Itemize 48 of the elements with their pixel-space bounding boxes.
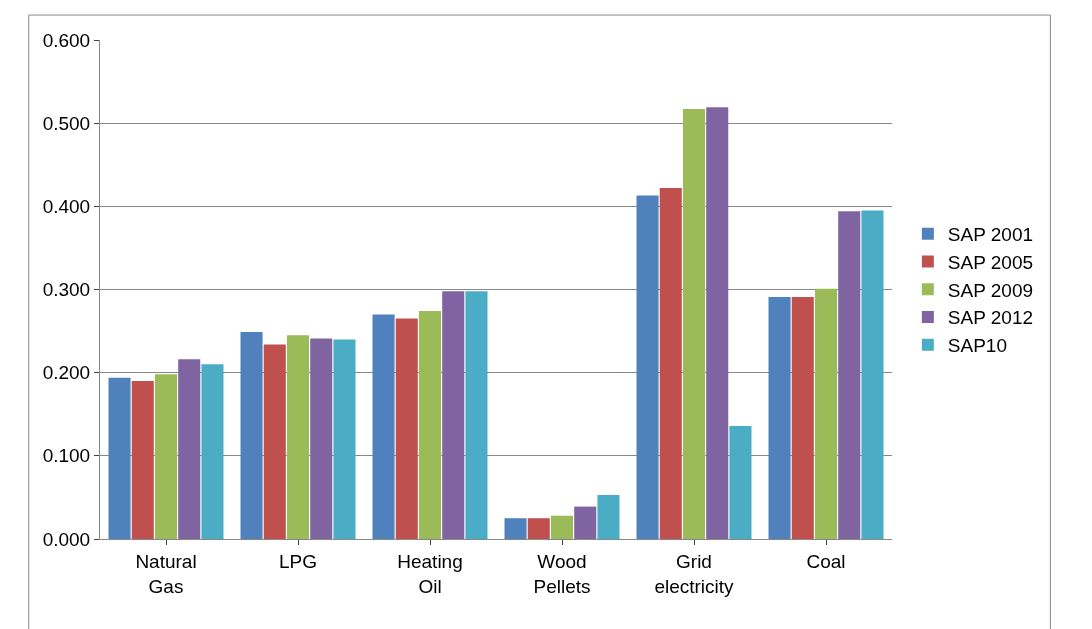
bar <box>682 109 706 539</box>
x-tick-label: LPG <box>278 550 318 572</box>
bar <box>108 377 131 539</box>
bar <box>636 195 659 539</box>
x-tick-label: Wood Pellets <box>533 550 591 597</box>
bar <box>706 107 729 539</box>
bar <box>240 331 263 539</box>
legend-label: SAP10 <box>947 335 1007 357</box>
bar <box>154 374 178 539</box>
y-tick-label: 0.600 <box>42 29 91 51</box>
bar <box>465 291 488 539</box>
legend-label: SAP 2005 <box>947 251 1034 273</box>
y-tick-label: 0.200 <box>42 362 91 384</box>
bar <box>372 314 395 539</box>
bar <box>729 425 752 539</box>
bar <box>504 518 527 539</box>
bar <box>333 339 356 539</box>
bar <box>442 291 465 539</box>
bar <box>814 288 838 539</box>
x-tick-label: Coal <box>806 550 846 572</box>
bar <box>527 518 550 539</box>
bar <box>395 318 418 539</box>
legend-label: SAP 2012 <box>947 307 1034 329</box>
bar <box>659 188 682 539</box>
bar <box>178 359 201 539</box>
bar <box>201 364 224 539</box>
bar <box>861 210 884 539</box>
bar <box>263 344 286 539</box>
bar <box>597 494 620 539</box>
y-tick-label: 0.100 <box>42 445 91 467</box>
bar <box>550 515 574 539</box>
y-tick-label: 0.300 <box>42 279 91 301</box>
legend-label: SAP 2001 <box>947 224 1034 246</box>
x-tick-label: Grid electricity <box>654 550 735 597</box>
bar <box>310 338 333 539</box>
y-tick-label: 0.500 <box>42 112 91 134</box>
x-tick-label: Heating Oil <box>397 550 463 597</box>
bar <box>791 296 814 539</box>
x-tick-label: Natural Gas <box>135 550 197 597</box>
y-tick-label: 0.400 <box>42 195 91 217</box>
bar <box>131 380 154 539</box>
y-tick-label: 0.000 <box>42 528 91 550</box>
legend-label: SAP 2009 <box>947 279 1034 301</box>
bar <box>418 311 442 539</box>
bar <box>838 211 861 539</box>
bar <box>286 335 310 539</box>
bar <box>768 296 791 539</box>
bar <box>574 506 597 539</box>
